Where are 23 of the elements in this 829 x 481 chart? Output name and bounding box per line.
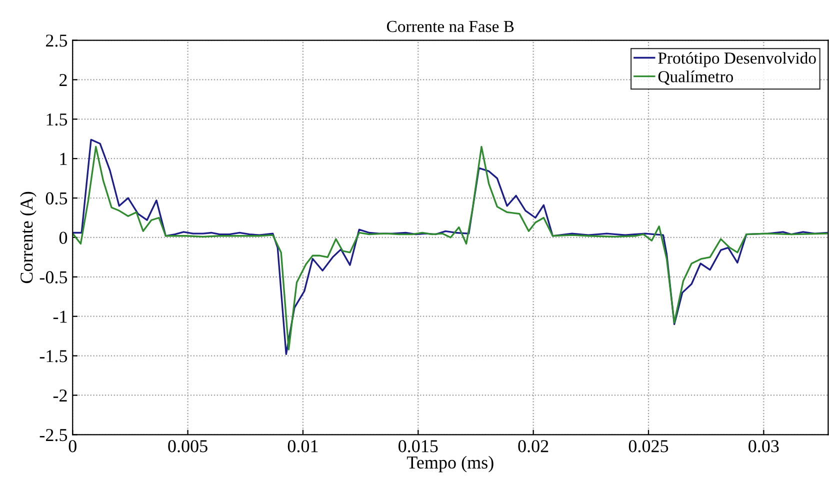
- x-tick-label: 0.015: [398, 440, 438, 452]
- x-tick-label: 0.025: [628, 440, 668, 452]
- y-tick-label: -1: [53, 310, 67, 323]
- y-tick-label: 0: [59, 232, 68, 244]
- x-tick-label: 0.01: [288, 440, 318, 452]
- chart-title: Corrente na Fase B: [386, 20, 514, 32]
- y-tick-label: -2: [53, 390, 67, 402]
- y-tick-label: 1.5: [46, 113, 68, 126]
- legend-label: Protótipo Desenvolvido: [658, 52, 816, 68]
- y-tick-label: -2.5: [40, 428, 68, 442]
- y-tick-label: -0.5: [40, 271, 68, 284]
- x-tick-label: 0.03: [748, 440, 779, 452]
- x-tick-label: 0.02: [518, 440, 548, 452]
- y-axis-title: Corrente (A): [20, 192, 36, 284]
- x-tick-label: 0.005: [168, 440, 208, 452]
- legend-label: Qualímetro: [658, 70, 733, 85]
- x-axis-title: Tempo (ms): [406, 456, 494, 472]
- y-tick-label: 1: [60, 152, 67, 165]
- y-tick-label: 2: [60, 74, 67, 86]
- y-tick-label: 2.5: [46, 34, 68, 47]
- y-tick-label: 0.5: [46, 192, 68, 205]
- x-tick-label: 0: [68, 440, 76, 452]
- y-tick-label: -1.5: [40, 350, 68, 362]
